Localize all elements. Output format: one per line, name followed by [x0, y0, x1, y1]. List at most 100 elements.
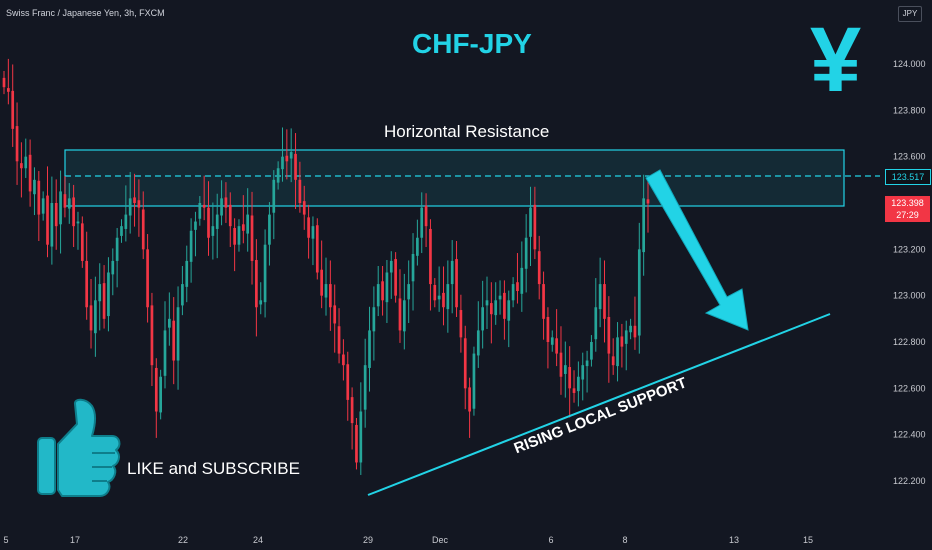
candle-body [28, 154, 32, 192]
candle-body [446, 284, 450, 310]
resistance-zone[interactable] [64, 149, 845, 207]
candle-body [376, 284, 380, 307]
candle-body [381, 281, 384, 301]
candle-body [111, 260, 115, 275]
candle-body [255, 259, 258, 308]
candle-body [33, 179, 36, 195]
candle-body [150, 305, 154, 366]
candle-body [202, 204, 206, 208]
candle-body [342, 354, 345, 366]
candle-body [611, 356, 615, 366]
candle-body [124, 214, 128, 229]
candle-body [581, 365, 585, 380]
candle-body [646, 199, 650, 204]
candle-body [594, 307, 598, 340]
candle-body [568, 367, 572, 389]
candle-body [115, 237, 119, 261]
candle-body [359, 411, 363, 463]
time-tick-label: 8 [622, 535, 627, 545]
candle-body [346, 364, 350, 400]
candle-body [394, 259, 397, 296]
thumbs-up-icon [37, 398, 121, 497]
candle-body [620, 336, 624, 347]
candle-body [89, 305, 93, 331]
candle-body [555, 338, 558, 354]
candle-body [298, 179, 302, 203]
candle-body [107, 272, 110, 317]
candle-body [333, 305, 337, 324]
candle-body [455, 259, 458, 308]
candle-body [350, 397, 354, 424]
bar-countdown: 27:29 [896, 210, 919, 220]
candle-body [476, 330, 480, 356]
candle-body [241, 224, 245, 231]
time-axis[interactable]: 5 17 22 24 29 Dec 6 8 13 15 [3, 535, 813, 545]
candle-body [176, 307, 180, 361]
candle-body [194, 221, 197, 230]
candle-body [550, 337, 554, 345]
candle-body [154, 367, 158, 412]
candle-body [420, 207, 424, 238]
candle-body [459, 310, 463, 338]
candle-body [442, 292, 445, 308]
candle-body [355, 424, 358, 463]
candle-body [429, 228, 432, 285]
candle-body [46, 195, 49, 245]
time-tick-label: 13 [729, 535, 739, 545]
time-tick-label: Dec [432, 535, 449, 545]
candle-body [529, 207, 532, 237]
candle-body [289, 152, 293, 159]
candle-body [598, 284, 602, 310]
candle-body [302, 201, 306, 215]
candle-body [146, 249, 149, 308]
candle-body [329, 284, 332, 308]
candle-body [272, 179, 276, 213]
candle-body [368, 330, 371, 368]
candle-body [507, 300, 511, 321]
candles-layer [2, 58, 650, 475]
resistance-label: Horizontal Resistance [384, 122, 550, 141]
like-subscribe-label: LIKE and SUBSCRIBE [127, 459, 300, 478]
candle-body [559, 352, 563, 377]
candle-body [263, 244, 267, 303]
price-tick-label: 122.400 [893, 430, 926, 440]
yen-icon: ¥ [810, 9, 862, 111]
candle-body [472, 353, 476, 409]
candle-body [198, 203, 202, 219]
candle-body [37, 180, 41, 215]
price-axis[interactable]: 124.000123.800123.600123.400123.200123.0… [893, 59, 926, 486]
candle-body [407, 284, 411, 300]
candle-body [546, 316, 550, 342]
candle-body [637, 249, 641, 336]
candle-body [624, 330, 628, 344]
candle-body [163, 330, 167, 376]
support-trendline[interactable] [367, 313, 831, 496]
candle-body [50, 203, 54, 247]
candle-body [411, 253, 415, 282]
time-tick-label: 24 [253, 535, 263, 545]
candle-body [159, 376, 162, 413]
candle-body [516, 282, 519, 292]
candle-body [542, 284, 545, 319]
candle-body [181, 284, 184, 306]
candle-body [54, 203, 58, 227]
candle-body [511, 284, 515, 301]
candle-body [250, 215, 254, 261]
candle-body [616, 337, 619, 367]
candle-body [389, 260, 393, 273]
candle-body [133, 197, 136, 203]
candle-body [76, 221, 80, 224]
candle-body [80, 223, 84, 261]
candle-body [268, 214, 271, 245]
time-tick-label: 22 [178, 535, 188, 545]
candle-body [402, 300, 406, 332]
candle-body [94, 300, 97, 334]
candle-body [189, 230, 193, 262]
candle-body [233, 228, 236, 245]
currency-badge[interactable]: JPY [898, 6, 922, 22]
candle-body [520, 267, 524, 294]
candle-body [603, 284, 606, 319]
candle-body [215, 214, 219, 229]
